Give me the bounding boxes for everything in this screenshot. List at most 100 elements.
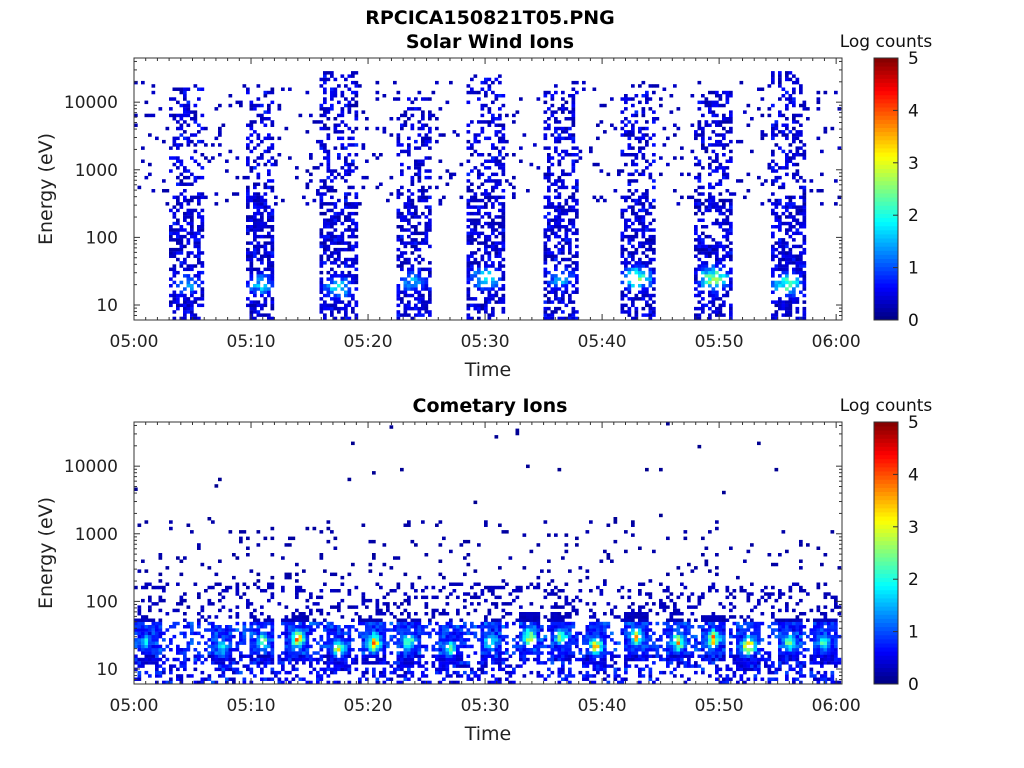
spectrogram-cell	[228, 657, 233, 662]
spectrogram-cell	[547, 228, 551, 232]
spectrogram-cell	[722, 202, 726, 206]
spectrogram-cell	[704, 261, 709, 265]
spectrogram-cell	[788, 234, 793, 239]
spectrogram-cell	[470, 264, 474, 268]
colorbar-swatch	[874, 274, 898, 280]
spectrogram-cell	[498, 94, 502, 98]
spectrogram-cell	[715, 205, 719, 209]
spectrogram-cell	[333, 316, 338, 321]
spectrogram-cell	[400, 238, 404, 242]
spectrogram-cell	[162, 585, 166, 590]
spectrogram-cell	[578, 149, 583, 154]
spectrogram-cell	[351, 297, 355, 301]
spectrogram-cell	[792, 225, 796, 229]
spectrogram-cell	[414, 589, 418, 593]
spectrogram-cell	[326, 136, 331, 141]
spectrogram-cell	[354, 261, 359, 265]
spectrogram-cell	[795, 120, 800, 124]
spectrogram-cell	[246, 185, 250, 190]
spectrogram-cell	[358, 634, 362, 639]
spectrogram-cell	[554, 293, 558, 298]
spectrogram-cell	[284, 648, 289, 652]
spectrogram-cell	[141, 80, 145, 85]
spectrogram-cell	[477, 97, 481, 101]
spectrogram-cell	[393, 628, 397, 632]
spectrogram-cell	[407, 149, 411, 154]
spectrogram-cell	[473, 303, 478, 308]
spectrogram-cell	[365, 677, 369, 681]
spectrogram-cell	[200, 215, 205, 219]
spectrogram-cell	[417, 270, 422, 275]
spectrogram-cell	[407, 657, 411, 662]
spectrogram-cell	[697, 218, 702, 222]
spectrogram-cell	[407, 523, 411, 527]
spectrogram-cell	[218, 592, 222, 596]
spectrogram-cell	[417, 575, 422, 580]
spectrogram-cell	[785, 267, 789, 272]
spectrogram-cell	[333, 572, 338, 577]
spectrogram-cell	[193, 648, 198, 652]
spectrogram-cell	[277, 107, 282, 111]
spectrogram-cell	[158, 572, 163, 577]
spectrogram-cell	[249, 657, 254, 662]
spectrogram-cell	[389, 677, 394, 681]
spectrogram-cell	[309, 592, 313, 596]
spectrogram-cell	[207, 677, 212, 681]
spectrogram-cell	[421, 159, 425, 163]
spectrogram-cell	[785, 228, 789, 232]
spectrogram-cell	[778, 306, 782, 311]
spectrogram-cell	[330, 169, 334, 173]
spectrogram-cell	[396, 638, 401, 642]
spectrogram-cell	[365, 628, 369, 632]
spectrogram-cell	[253, 608, 257, 613]
spectrogram-cell	[176, 234, 180, 239]
spectrogram-cell	[421, 628, 425, 632]
spectrogram-cell	[176, 120, 180, 124]
spectrogram-cell	[487, 287, 492, 291]
spectrogram-cell	[256, 228, 261, 232]
spectrogram-cell	[186, 107, 191, 111]
spectrogram-cell	[309, 179, 313, 183]
spectrogram-cell	[561, 300, 565, 304]
spectrogram-cell	[771, 274, 775, 278]
spectrogram-cell	[211, 641, 215, 645]
spectrogram-cell	[722, 254, 726, 258]
spectrogram-cell	[323, 247, 327, 252]
spectrogram-cell	[256, 277, 261, 281]
spectrogram-cell	[396, 290, 401, 294]
spectrogram-cell	[354, 280, 359, 285]
spectrogram-cell	[309, 661, 313, 665]
spectrogram-cell	[431, 595, 436, 600]
spectrogram-cell	[263, 313, 268, 317]
spectrogram-cell	[494, 156, 499, 160]
spectrogram-cell	[778, 218, 782, 222]
spectrogram-cell	[417, 664, 422, 668]
spectrogram-cell	[179, 179, 184, 183]
spectrogram-cell	[645, 228, 649, 232]
spectrogram-cell	[148, 634, 152, 639]
spectrogram-cell	[501, 297, 506, 301]
spectrogram-cell	[361, 185, 366, 190]
spectrogram-cell	[302, 648, 306, 652]
spectrogram-cell	[291, 618, 296, 622]
spectrogram-cell	[795, 228, 800, 232]
spectrogram-cell	[372, 638, 376, 642]
spectrogram-cell	[246, 198, 250, 203]
colorbar-swatch	[874, 119, 898, 124]
spectrogram-cell	[326, 225, 331, 229]
spectrogram-cell	[792, 244, 796, 249]
spectrogram-cell	[694, 280, 698, 285]
spectrogram-cell	[634, 162, 639, 167]
spectrogram-cell	[641, 244, 646, 249]
spectrogram-cell	[533, 143, 537, 147]
spectrogram-cell	[694, 130, 698, 134]
spectrogram-cell	[323, 625, 327, 629]
spectrogram-cell	[333, 657, 338, 662]
spectrogram-cell	[722, 221, 726, 226]
spectrogram-cell	[183, 136, 187, 141]
spectrogram-cell	[403, 215, 408, 219]
spectrogram-cell	[494, 94, 499, 98]
spectrogram-cell	[802, 280, 807, 285]
spectrogram-cell	[400, 654, 404, 658]
spectrogram-cell	[788, 215, 793, 219]
